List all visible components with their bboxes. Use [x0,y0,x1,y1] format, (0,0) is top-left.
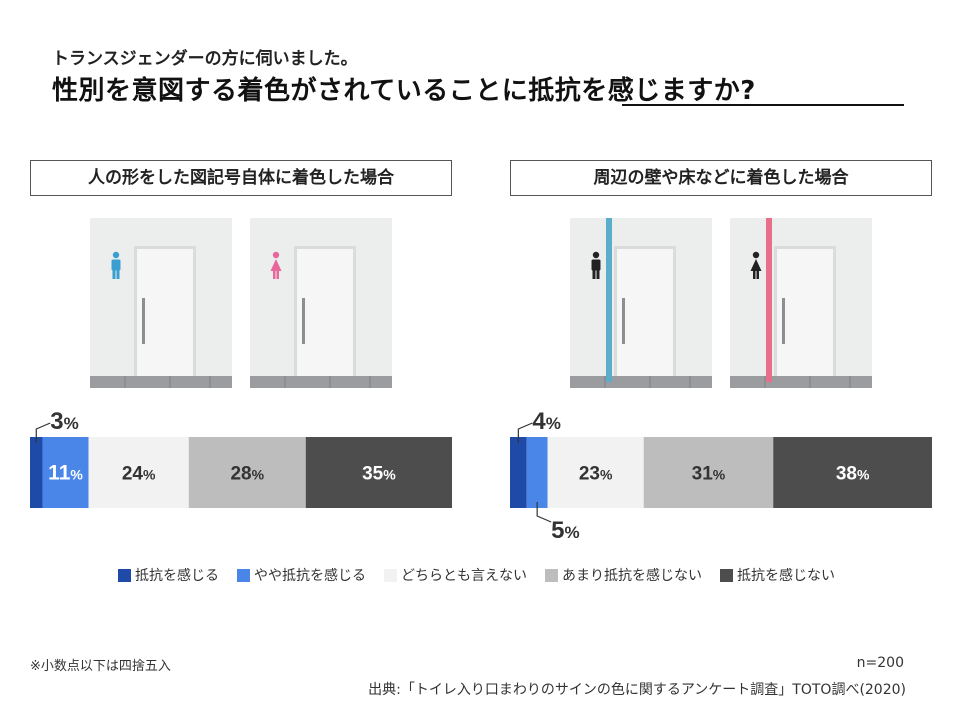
bar-segment-none [773,437,932,508]
male-sign-icon [111,251,121,279]
data-label-not-much: 31% [692,464,726,485]
legend-swatch [237,568,250,582]
legend-swatch [118,568,131,582]
section-label-icon-colored: 人の形をした図記号自体に着色した場合 [30,160,452,196]
bar-segment-strong [510,437,527,508]
title-underline [622,104,904,106]
stacked-bar-chart-icon-colored: 11% 24% 28% 35% 3% [30,408,452,508]
door-photo-blue-wall-stripe [570,218,712,388]
legend-item-none: 抵抗を感じない [720,565,835,585]
page-title: 性別を意図する着色がされていることに抵抗を感じますか? [52,76,756,106]
legend: 抵抗を感じる やや抵抗を感じる どちらとも言えない あまり抵抗を感じない 抵抗を… [118,564,853,586]
bar-segment-none [305,437,452,508]
bar-segment-somewhat [526,437,548,508]
legend-label: 抵抗を感じる [135,568,219,584]
legend-item-neutral: どちらとも言えない [384,565,527,585]
data-label-strong: 3% [50,408,78,435]
female-sign-icon [270,251,282,279]
data-label-strong: 4% [532,408,560,435]
data-label-somewhat: 11% [48,462,83,485]
legend-item-strong: 抵抗を感じる [118,565,219,585]
subtitle: トランスジェンダーの方に伺いました。 [52,49,358,69]
door-photo-male-blue-sign [90,218,232,388]
legend-label: どちらとも言えない [401,568,527,584]
legend-swatch [384,568,397,582]
stacked-bar-chart-wall-colored: 23% 31% 38% 4% 5% [510,408,932,544]
male-sign-icon [591,251,601,279]
bar-segment-neutral [547,437,644,508]
legend-swatch [720,568,733,582]
female-sign-icon [750,251,762,279]
callout-line [536,502,552,523]
door-photo-female-pink-sign [250,218,392,388]
bar-segment-neutral [88,437,189,508]
data-label-neutral: 23% [579,464,613,485]
callout-line [517,422,533,443]
bar-segment-not-much [643,437,774,508]
data-label-none: 35% [362,464,396,485]
legend-label: やや抵抗を感じる [254,568,366,584]
bar-segment-somewhat [42,437,89,508]
callout-line [35,422,51,443]
data-label-neutral: 24% [122,464,156,485]
source-citation: 出典:「トイレ入り口まわりのサインの色に関するアンケート調査」TOTO調べ(20… [368,682,906,698]
bar-segment-strong [30,437,43,508]
section-label-wall-colored: 周辺の壁や床などに着色した場合 [510,160,932,196]
data-label-not-much: 28% [230,464,264,485]
legend-label: 抵抗を感じない [737,568,835,584]
data-label-somewhat: 5% [551,517,579,544]
legend-item-somewhat: やや抵抗を感じる [237,565,366,585]
bar-segment-not-much [188,437,306,508]
legend-label: あまり抵抗を感じない [562,568,702,584]
door-photo-pink-wall-stripe [730,218,872,388]
rounding-note: ※小数点以下は四捨五入 [30,659,171,674]
data-label-none: 38% [836,464,870,485]
sample-size: n=200 [856,655,904,671]
legend-item-not-much: あまり抵抗を感じない [545,565,702,585]
legend-swatch [545,568,558,582]
